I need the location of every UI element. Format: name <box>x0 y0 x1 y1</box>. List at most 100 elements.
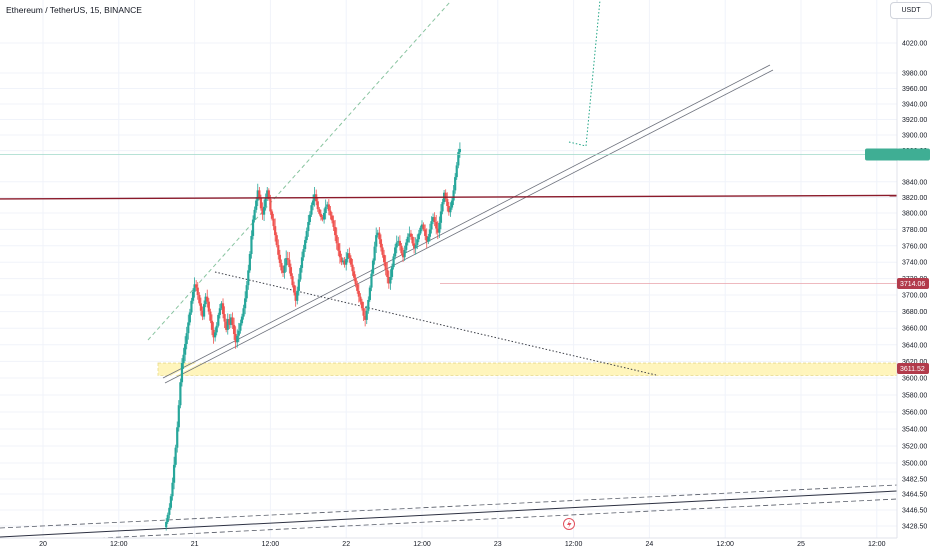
time-tick-label: 21 <box>191 541 199 548</box>
candle-body <box>368 287 371 300</box>
price-tick-label: 3660.00 <box>902 326 927 333</box>
candle-body <box>378 232 381 240</box>
candle-body <box>327 204 330 211</box>
price-tick-label: 3920.00 <box>902 117 927 124</box>
price-axis-bg <box>897 0 932 550</box>
candle-body <box>337 243 340 251</box>
time-axis[interactable]: 20 12:00 21 12:00 22 12:00 23 12:00 24 12:00 25 12:… <box>0 537 932 550</box>
price-tick-label: 3620.00 <box>902 359 927 366</box>
candle-body <box>193 284 196 292</box>
candle-body <box>308 214 311 223</box>
candle-body <box>269 198 272 212</box>
candle-body <box>212 329 215 338</box>
candle-body <box>414 244 417 249</box>
bottom-channel-solid <box>0 490 898 538</box>
candle-body <box>199 303 203 311</box>
candle-body <box>452 190 455 201</box>
candle-body <box>430 221 433 230</box>
candle-body <box>281 270 285 273</box>
price-tick-label: 3680.00 <box>902 309 927 316</box>
candle-body <box>251 219 255 236</box>
candle-body <box>297 279 300 291</box>
candle-body <box>185 333 188 344</box>
candle-body <box>184 343 187 355</box>
candle-body <box>403 249 406 258</box>
price-tick-label: 3820.00 <box>902 195 927 202</box>
candle-body <box>365 310 368 320</box>
candle-body <box>261 208 264 215</box>
candle-body <box>228 319 231 325</box>
lightning-event-icon <box>563 518 575 530</box>
candle-body <box>236 335 239 343</box>
candle-body <box>326 204 329 207</box>
candle-body <box>400 245 403 254</box>
candle-body <box>373 246 376 261</box>
candle-body <box>450 200 454 208</box>
currency-label: USDT <box>901 7 921 14</box>
time-tick-label: 23 <box>494 541 502 548</box>
candle-body <box>169 496 173 508</box>
candle-body <box>280 263 283 271</box>
candle-body <box>165 522 168 528</box>
candle-body <box>237 330 240 336</box>
candle-body <box>349 258 353 265</box>
currency-button[interactable]: USDT <box>890 2 932 19</box>
candle-body <box>420 224 424 228</box>
candle-body <box>267 190 270 199</box>
candle-body <box>274 226 277 236</box>
candle-body <box>258 190 261 198</box>
candle-body <box>329 210 332 216</box>
price-tick-label: 3900.00 <box>902 133 927 140</box>
candle-body <box>215 325 218 333</box>
candle-body <box>278 254 281 264</box>
price-tick-label: 3800.00 <box>902 211 927 218</box>
candle-body <box>367 299 370 311</box>
price-tick-label: 3960.00 <box>902 86 927 93</box>
candle-body <box>262 206 266 215</box>
candle-body <box>247 270 250 286</box>
candle-body <box>307 222 310 232</box>
candle-body <box>454 177 457 191</box>
candle-body <box>338 250 341 258</box>
candle-body <box>375 235 378 247</box>
price-tick-label: 3540.00 <box>902 427 927 434</box>
candle-body <box>291 276 294 286</box>
candle-body <box>229 317 233 325</box>
candle-body <box>386 269 389 277</box>
symbol-legend[interactable]: Ethereum / TetherUS, 15, BINANCE <box>6 5 142 15</box>
candle-body <box>264 198 267 207</box>
candle-body <box>202 304 206 317</box>
candle-body <box>259 197 263 209</box>
price-level-tag-label: 3611.52 <box>900 366 925 373</box>
price-level-tag <box>897 362 929 374</box>
candle-body <box>370 273 373 288</box>
candle-body <box>171 482 174 497</box>
candle-body <box>332 220 335 227</box>
time-tick-label: 20 <box>39 541 47 548</box>
legend-separator-1: , <box>85 5 90 15</box>
bottom-channel-dashed-bottom <box>59 498 898 541</box>
price-tick-label: 3482.50 <box>902 477 927 484</box>
price-level-tag <box>897 277 929 289</box>
candle-body <box>425 235 428 242</box>
candle-body <box>406 236 409 243</box>
candle-body <box>371 260 375 274</box>
candle-body <box>441 202 444 212</box>
candle-body <box>457 152 460 166</box>
candle-body <box>272 218 275 227</box>
candle-body <box>296 290 299 301</box>
price-axis[interactable]: 4020.00 3980.00 3960.00 3940.00 3920.00 3900.… <box>865 0 932 550</box>
candle-body <box>187 322 190 334</box>
candle-body <box>435 222 438 229</box>
candle-body <box>447 205 450 213</box>
time-tick-label: 24 <box>646 541 654 548</box>
price-tick-label: 3446.50 <box>902 508 927 515</box>
price-tick-label: 3840.00 <box>902 179 927 186</box>
candle-body <box>232 324 236 335</box>
candle-body <box>401 253 405 258</box>
candle-body <box>340 257 343 263</box>
candle-body <box>302 249 305 258</box>
price-tick-label: 3700.00 <box>902 293 927 300</box>
